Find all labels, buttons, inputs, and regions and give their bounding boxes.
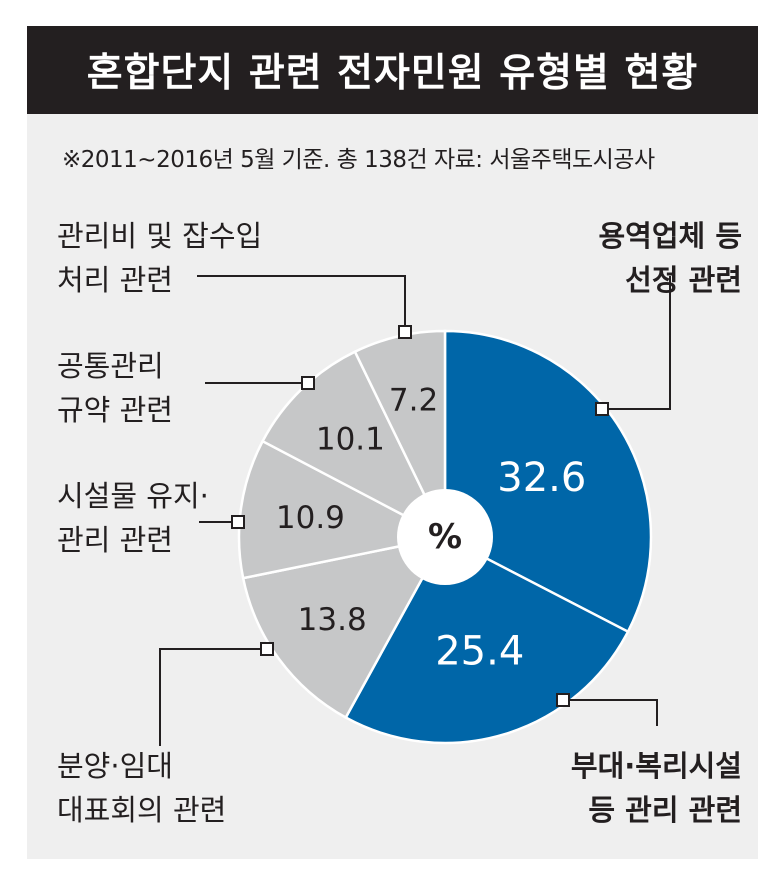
value-label-maintenance: 10.9 (276, 500, 345, 536)
label-presale-line2: 대표회의 관련 (57, 793, 227, 827)
leader-line-presale (159, 648, 267, 746)
value-label-rules: 10.1 (316, 421, 385, 457)
center-percent-label: % (428, 517, 462, 557)
leader-marker-presale (260, 642, 274, 656)
label-service-line1: 용역업체 등 (598, 219, 743, 253)
pie-slice-maintenance (237, 439, 449, 580)
label-maintenance-line1: 시설물 유지· (57, 479, 209, 513)
label-facility: 부대·복리시설 등 관리 관련 (497, 744, 742, 832)
label-fees-line1: 관리비 및 잡수입 (57, 219, 263, 253)
pie-slice-facility (344, 535, 630, 745)
label-maintenance-line2: 관리 관련 (57, 523, 173, 557)
leader-line-facility (563, 699, 658, 726)
value-label-presale: 13.8 (298, 602, 367, 638)
label-presale-line1: 분양·임대 (57, 749, 173, 783)
label-fees-line2: 처리 관련 (57, 263, 173, 297)
leader-line-fees (197, 275, 406, 332)
value-label-facility: 25.4 (435, 628, 524, 674)
chart-title: 혼합단지 관련 전자민원 유형별 현황 (86, 51, 699, 96)
label-rules-line1: 공통관리 (57, 349, 164, 383)
chart-panel: 혼합단지 관련 전자민원 유형별 현황 ※2011~2016년 5월 기준. 총… (27, 26, 758, 859)
label-service: 용역업체 등 선정 관련 (527, 214, 743, 302)
pie-chart: % 32.6 25.4 13.8 10.9 10.17.2 (159, 275, 671, 746)
label-presale: 분양·임대 대표회의 관련 (57, 744, 226, 832)
label-facility-line1: 부대·복리시설 (570, 749, 742, 783)
center-hole (397, 489, 493, 585)
value-label-fees: 7.2 (389, 382, 438, 418)
label-rules-line2: 규약 관련 (57, 393, 173, 427)
leader-marker-facility (556, 693, 570, 707)
label-facility-line2: 등 관리 관련 (588, 793, 742, 827)
value-label-service: 32.6 (497, 455, 586, 501)
label-fees: 관리비 및 잡수입 처리 관련 (57, 214, 262, 302)
leader-marker-rules (301, 376, 315, 390)
leader-marker-fees (398, 325, 412, 339)
pie-slice-presale (241, 535, 448, 720)
label-service-line2: 선정 관련 (625, 263, 742, 297)
label-maintenance: 시설물 유지· 관리 관련 (57, 474, 209, 562)
leader-marker-service (595, 402, 609, 416)
leader-marker-maintenance (231, 515, 245, 529)
label-rules: 공통관리 규약 관련 (57, 344, 173, 432)
title-bar: 혼합단지 관련 전자민원 유형별 현황 (27, 26, 758, 114)
leader-line-service (602, 276, 671, 410)
chart-subtitle: ※2011~2016년 5월 기준. 총 138건 자료: 서울주택도시공사 (62, 147, 655, 173)
